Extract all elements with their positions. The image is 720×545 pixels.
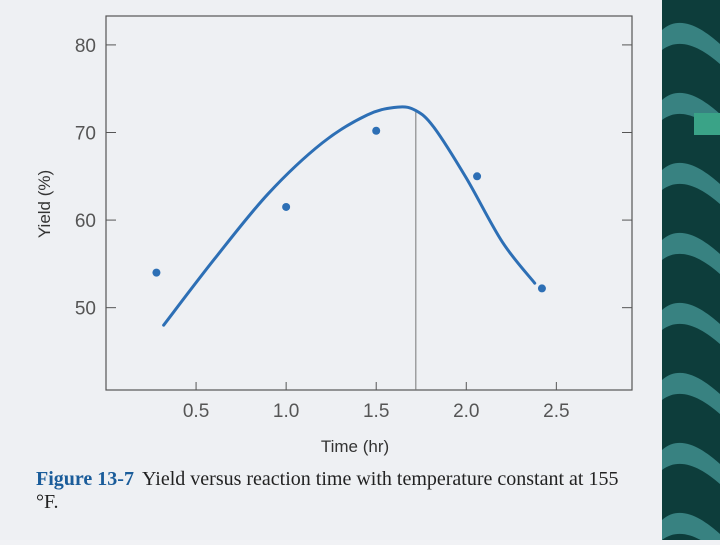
data-point xyxy=(372,126,381,135)
y-axis-title: Yield (%) xyxy=(35,170,54,238)
plot-frame-rect xyxy=(105,15,633,391)
fit-curve-group xyxy=(162,105,537,327)
y-tick-label: 70 xyxy=(75,123,96,144)
y-tick-label: 50 xyxy=(75,299,96,320)
data-point xyxy=(473,172,482,181)
wave-shape xyxy=(662,442,720,484)
x-tick-label: 2.5 xyxy=(543,401,569,422)
fit-curve xyxy=(162,105,537,327)
wave-shape xyxy=(662,232,720,274)
wave-shape xyxy=(662,302,720,344)
accent-tab-icon xyxy=(694,113,720,135)
data-point xyxy=(537,284,546,293)
yield-vs-time-chart: 50 60 70 80 0.5 1.0 1.5 2.0 2.5 Time (hr) Yield… xyxy=(35,15,633,456)
x-tick-label: 0.5 xyxy=(183,401,209,422)
wave-shape xyxy=(662,372,720,414)
wave-shapes xyxy=(662,22,720,545)
figure-caption-text: Yield versus reaction time with temperat… xyxy=(36,468,619,513)
y-tick-label: 80 xyxy=(75,36,96,57)
wave-shape xyxy=(662,22,720,64)
data-points xyxy=(152,126,546,293)
figure-caption: Figure 13-7 Yield versus reaction time wi… xyxy=(36,468,636,514)
book-page: 50 60 70 80 0.5 1.0 1.5 2.0 2.5 Time (hr) Yield… xyxy=(35,15,636,514)
data-point xyxy=(282,202,291,211)
x-axis-ticks: 0.5 1.0 1.5 2.0 2.5 xyxy=(183,382,570,422)
x-tick-label: 2.0 xyxy=(453,401,479,422)
y-axis-ticks: 50 60 70 80 xyxy=(75,36,632,320)
data-point xyxy=(152,268,161,277)
wave-shape xyxy=(662,162,720,204)
decorative-stripe xyxy=(662,0,720,545)
wave-shape xyxy=(662,92,720,134)
figure-label: Figure 13-7 xyxy=(36,468,134,490)
wave-shape xyxy=(662,512,720,545)
x-axis-title: Time (hr) xyxy=(321,437,389,456)
plot-frame xyxy=(105,15,633,391)
x-tick-label: 1.0 xyxy=(273,401,299,422)
wave-pattern xyxy=(662,22,720,545)
x-tick-label: 1.5 xyxy=(363,401,389,422)
y-tick-label: 60 xyxy=(75,211,96,232)
